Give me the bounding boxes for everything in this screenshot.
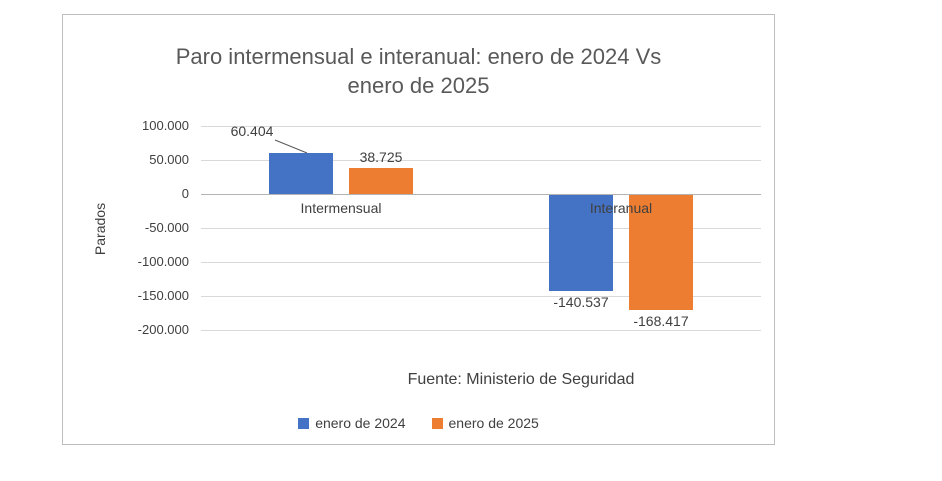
data-label: 38.725: [359, 148, 403, 165]
y-tick-label: 0: [181, 186, 189, 201]
gridline: [201, 262, 761, 263]
chart-title-line2: enero de 2025: [347, 72, 490, 98]
category-label: Intermensual: [300, 200, 382, 216]
bar-enero-de-2025-interanual: [629, 195, 693, 310]
legend-item: enero de 2024: [298, 415, 406, 431]
legend-swatch-icon: [431, 417, 443, 429]
category-label: Interanual: [589, 200, 653, 216]
gridline: [201, 160, 761, 161]
x-axis-line: [201, 194, 761, 195]
legend-swatch-icon: [298, 417, 310, 429]
y-axis: 100.000 50.000 0 -50.000 -100.000 -150.000 -20…: [63, 15, 193, 444]
plot-area: 60.404 -140.537 38.725 -168.417 Intermensual…: [201, 123, 761, 331]
y-tick-label: -150.000: [137, 288, 189, 303]
y-tick-label: -100.000: [137, 254, 189, 269]
gridline: [201, 126, 761, 127]
chart-title-line1: Paro intermensual e interanual: enero de…: [175, 44, 662, 69]
legend-label: enero de 2025: [448, 415, 539, 431]
legend: enero de 2024 enero de 2025: [63, 415, 774, 431]
legend-label: enero de 2024: [315, 415, 406, 431]
gridline: [201, 330, 761, 331]
data-label: -140.537: [553, 293, 609, 310]
chart-frame: Paro intermensual e interanual: enero de…: [62, 14, 775, 445]
y-tick-label: 100.000: [142, 118, 189, 133]
legend-item: enero de 2025: [431, 415, 539, 431]
bar-enero-de-2025-intermensual: [349, 167, 413, 194]
gridline: [201, 296, 761, 297]
data-label: 60.404: [230, 123, 274, 139]
data-label: -168.417: [633, 312, 689, 329]
y-tick-label: -200.000: [137, 322, 189, 337]
bar-enero-de-2024-intermensual: [269, 152, 333, 194]
bar-enero-de-2024-interanual: [549, 195, 613, 291]
source-note: Fuente: Ministerio de Seguridad: [407, 371, 635, 388]
gridline: [201, 228, 761, 229]
y-tick-label: 50.000: [149, 152, 189, 167]
y-tick-label: -50.000: [144, 220, 189, 235]
chart-title: Paro intermensual e interanual: enero de…: [63, 43, 774, 100]
data-label-leader-line: [274, 139, 308, 154]
